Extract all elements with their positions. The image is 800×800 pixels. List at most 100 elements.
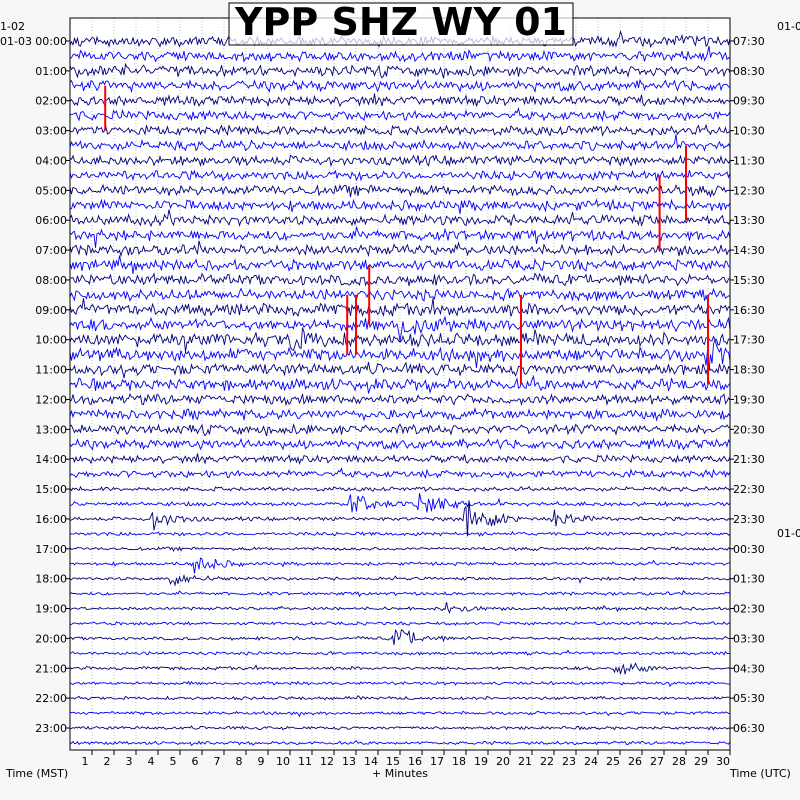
x-tick-label: 11 bbox=[298, 755, 312, 768]
seismic-trace bbox=[69, 298, 731, 318]
seismic-trace bbox=[69, 78, 731, 94]
seismic-trace bbox=[69, 134, 731, 152]
right-hour-label: 04:30 bbox=[733, 662, 765, 675]
seismic-trace bbox=[69, 546, 731, 553]
x-tick-label: 28 bbox=[672, 755, 686, 768]
left-hour-label: 11:00 bbox=[35, 364, 67, 377]
left-hour-label: 22:00 bbox=[35, 692, 67, 705]
chart-title: YPP SHZ WY 01 bbox=[234, 0, 567, 44]
seismic-trace bbox=[69, 573, 731, 587]
x-tick-label: 22 bbox=[540, 755, 554, 768]
x-tick-label: 29 bbox=[694, 755, 708, 768]
seismic-trace bbox=[69, 338, 731, 372]
seismic-trace bbox=[69, 530, 731, 537]
right-hour-label: 09:30 bbox=[733, 95, 765, 108]
seismic-trace bbox=[69, 183, 731, 198]
seismic-trace bbox=[69, 209, 731, 228]
x-tick-label: 20 bbox=[496, 755, 510, 768]
seismic-trace bbox=[69, 602, 731, 615]
seismic-trace bbox=[69, 589, 731, 598]
seismic-trace bbox=[69, 287, 731, 303]
x-tick-label: 14 bbox=[364, 755, 378, 768]
left-hour-label: 15:00 bbox=[35, 483, 67, 496]
seismic-trace bbox=[69, 62, 731, 79]
right-hour-label: 16:30 bbox=[733, 304, 765, 317]
left-hour-label: 19:00 bbox=[35, 603, 67, 616]
right-hour-label: 21:30 bbox=[733, 453, 765, 466]
right-hour-label: 22:30 bbox=[733, 483, 765, 496]
title-box bbox=[228, 2, 574, 46]
left-hour-label: 13:00 bbox=[35, 423, 67, 436]
left-date-label-second: 01-03 bbox=[0, 35, 32, 48]
seismic-trace bbox=[69, 374, 731, 394]
x-tick-label: 17 bbox=[430, 755, 444, 768]
right-hour-label: 18:30 bbox=[733, 364, 765, 377]
x-tick-label: 23 bbox=[562, 755, 576, 768]
left-hour-label: 21:00 bbox=[35, 662, 67, 675]
x-tick-label: 27 bbox=[650, 755, 664, 768]
seismic-trace bbox=[69, 361, 731, 379]
x-tick-label: 4 bbox=[148, 755, 155, 768]
left-hour-label: 08:00 bbox=[35, 274, 67, 287]
x-tick-label: 1 bbox=[82, 755, 89, 768]
right-hour-label: 08:30 bbox=[733, 65, 765, 78]
x-tick-label: 25 bbox=[606, 755, 620, 768]
x-tick-label: 3 bbox=[126, 755, 133, 768]
right-hour-label: 11:30 bbox=[733, 154, 765, 167]
left-hour-label: 03:00 bbox=[35, 125, 67, 138]
trace-group bbox=[69, 29, 731, 747]
right-hour-label: 03:30 bbox=[733, 632, 765, 645]
seismic-trace bbox=[69, 123, 731, 137]
seismic-trace bbox=[69, 407, 731, 422]
right-hour-label: 23:30 bbox=[733, 513, 765, 526]
left-hour-label: 06:00 bbox=[35, 214, 67, 227]
x-tick-label: 8 bbox=[236, 755, 243, 768]
left-hour-label: 02:00 bbox=[35, 95, 67, 108]
seismic-trace bbox=[69, 621, 731, 626]
x-tick-label: 15 bbox=[386, 755, 400, 768]
seismic-trace bbox=[69, 93, 731, 108]
left-hour-label: 12:00 bbox=[35, 393, 67, 406]
seismic-trace bbox=[69, 557, 731, 574]
right-hour-label: 17:30 bbox=[733, 334, 765, 347]
seismic-trace bbox=[69, 437, 731, 451]
right-hour-label: 06:30 bbox=[733, 722, 765, 735]
seismic-trace bbox=[69, 423, 731, 437]
left-hour-label: 07:00 bbox=[35, 244, 67, 257]
x-tick-label: 5 bbox=[170, 755, 177, 768]
right-date-label-top: 01-0 bbox=[777, 20, 800, 33]
x-tick-label: 21 bbox=[518, 755, 532, 768]
x-tick-label: 18 bbox=[452, 755, 466, 768]
right-hour-label: 14:30 bbox=[733, 244, 765, 257]
seismic-trace bbox=[69, 272, 731, 287]
seismic-trace bbox=[69, 392, 731, 407]
seismic-trace bbox=[69, 628, 730, 645]
seismic-trace bbox=[69, 453, 731, 466]
seismic-trace bbox=[69, 493, 731, 513]
seismic-trace bbox=[69, 45, 731, 63]
seismic-trace bbox=[69, 485, 731, 493]
right-hour-label: 00:30 bbox=[733, 543, 765, 556]
right-hour-label: 07:30 bbox=[733, 35, 765, 48]
seismic-trace bbox=[69, 226, 731, 248]
seismic-trace bbox=[69, 725, 731, 731]
seismic-trace bbox=[69, 154, 731, 168]
right-axis-label: Time (UTC) bbox=[729, 767, 791, 780]
left-hour-labels: 00:00 01:00 02:00 03:00 04:00 05:00 06:00 07:00… bbox=[35, 35, 70, 735]
seismic-trace bbox=[69, 740, 731, 747]
x-tick-label: 10 bbox=[276, 755, 290, 768]
seismic-trace bbox=[69, 694, 731, 701]
x-tick-label: 2 bbox=[104, 755, 111, 768]
left-hour-label: 16:00 bbox=[35, 513, 67, 526]
x-tick-label: 9 bbox=[258, 755, 265, 768]
seismic-trace bbox=[69, 649, 731, 656]
left-hour-label: 04:00 bbox=[35, 154, 67, 167]
left-hour-label: 10:00 bbox=[35, 334, 67, 347]
seismic-trace bbox=[69, 710, 730, 718]
x-tick-label: 19 bbox=[474, 755, 488, 768]
left-hour-label: 05:00 bbox=[35, 184, 67, 197]
left-hour-label: 23:00 bbox=[35, 722, 67, 735]
left-hour-label: 01:00 bbox=[35, 65, 67, 78]
right-hour-labels: 07:30 08:30 09:30 10:30 11:30 12:30 13:30 14:30… bbox=[730, 35, 765, 735]
